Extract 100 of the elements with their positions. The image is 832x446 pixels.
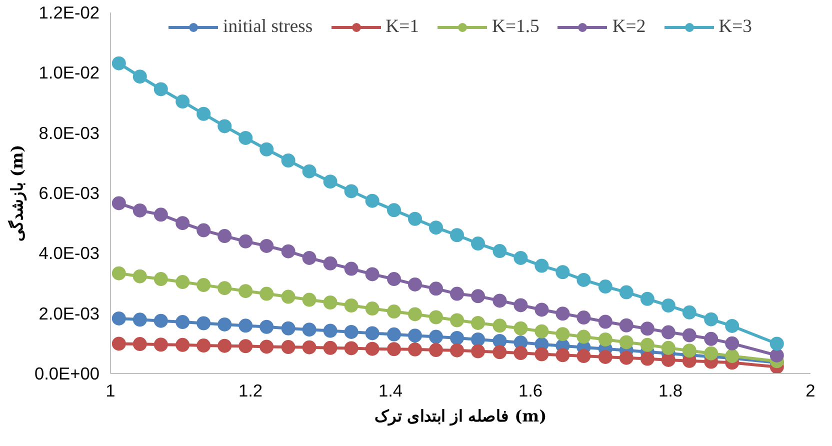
point	[218, 281, 232, 296]
point	[514, 250, 528, 265]
point	[281, 154, 296, 168]
point	[112, 196, 126, 210]
point	[387, 327, 401, 342]
point	[176, 216, 190, 230]
point	[218, 229, 232, 244]
point	[492, 244, 507, 258]
legend-label: initial stress	[223, 16, 313, 38]
point	[176, 338, 190, 352]
point	[323, 256, 338, 270]
point	[302, 292, 316, 307]
point	[323, 340, 338, 355]
point	[682, 305, 696, 320]
point	[132, 70, 147, 84]
point	[281, 321, 296, 336]
legend-label: K=3	[718, 16, 752, 38]
point	[619, 285, 634, 300]
point	[514, 298, 528, 312]
point	[196, 278, 211, 292]
point	[196, 338, 211, 353]
point	[556, 265, 570, 280]
point	[176, 275, 190, 290]
legend-label: K=1.5	[492, 16, 540, 38]
point	[471, 236, 485, 251]
point	[387, 342, 401, 356]
point	[344, 184, 358, 198]
point	[556, 327, 570, 342]
point	[176, 315, 190, 330]
point	[471, 289, 485, 304]
point	[154, 272, 168, 286]
point	[132, 269, 147, 284]
point	[661, 352, 676, 367]
point	[260, 340, 274, 354]
point	[704, 346, 718, 360]
point	[704, 332, 718, 346]
x-tick-label: 1.6	[518, 380, 543, 400]
point	[576, 349, 591, 364]
point	[429, 330, 443, 344]
y-tick-label: 4.0E-03	[38, 243, 100, 264]
point	[302, 164, 316, 178]
point	[576, 310, 591, 325]
point	[154, 82, 168, 96]
point	[598, 280, 612, 294]
point	[281, 340, 296, 354]
point	[598, 314, 612, 329]
point	[154, 314, 168, 328]
point	[408, 307, 422, 322]
y-tick-label: 1.2E-02	[38, 2, 100, 22]
point	[556, 306, 570, 321]
point	[238, 284, 253, 298]
point	[196, 223, 211, 238]
point	[661, 340, 676, 355]
point	[640, 292, 654, 306]
point	[132, 312, 147, 327]
point	[302, 322, 316, 337]
point	[218, 338, 232, 353]
legend-label: K=2	[612, 16, 646, 38]
point	[450, 343, 464, 358]
point	[682, 344, 696, 358]
point	[534, 302, 549, 317]
point	[492, 334, 507, 348]
point	[260, 142, 274, 156]
point	[704, 312, 718, 326]
point	[619, 350, 634, 365]
point	[534, 258, 549, 273]
point	[725, 318, 740, 333]
point	[471, 316, 485, 330]
point	[238, 318, 253, 333]
point	[238, 339, 253, 354]
point	[387, 304, 401, 319]
point	[260, 320, 274, 334]
point	[408, 328, 422, 343]
point	[619, 335, 634, 350]
point	[365, 267, 380, 282]
point	[344, 262, 358, 276]
point	[450, 313, 464, 328]
y-tick-label: 1.0E-02	[38, 62, 100, 83]
point	[408, 277, 422, 292]
point	[260, 286, 274, 301]
y-tick-label: 6.0E-03	[38, 183, 100, 203]
point	[238, 234, 253, 248]
point	[429, 220, 443, 235]
x-axis-title: فاصله از ابتدای ترک (m)	[374, 406, 547, 426]
point	[112, 336, 126, 351]
point	[471, 344, 485, 358]
point	[492, 318, 507, 333]
point	[365, 194, 380, 208]
point	[682, 328, 696, 342]
x-tick-label: 2	[806, 380, 816, 400]
x-tick-label: 1.4	[378, 380, 403, 400]
point	[576, 330, 591, 344]
point	[661, 298, 676, 312]
point	[619, 318, 634, 332]
point	[492, 294, 507, 308]
point	[408, 212, 422, 226]
point	[344, 341, 358, 356]
point	[154, 208, 168, 222]
point	[450, 228, 464, 242]
point	[770, 336, 784, 351]
